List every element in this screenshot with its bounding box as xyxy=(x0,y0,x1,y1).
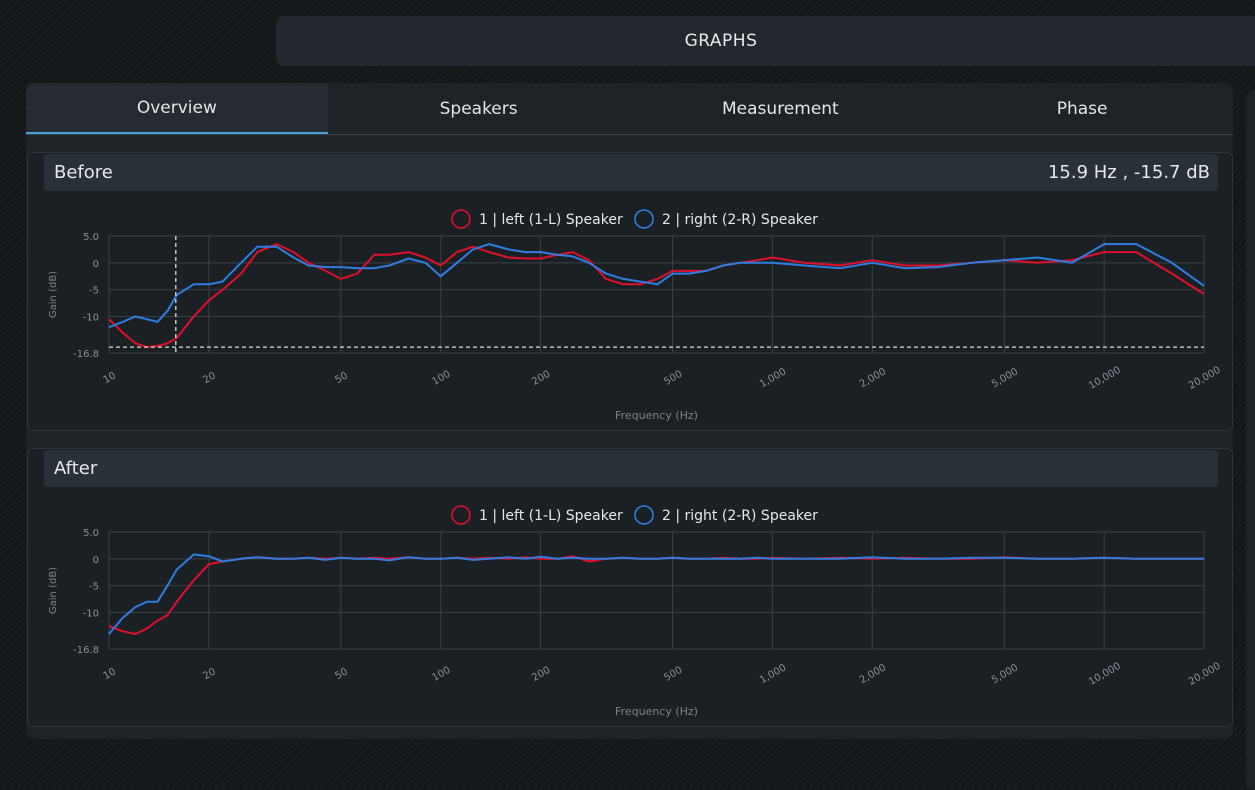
panel-title: After xyxy=(54,458,98,479)
x-tick-label: 500 xyxy=(662,665,684,684)
series-line xyxy=(108,555,1204,635)
series-line xyxy=(108,243,1205,349)
x-tick-label: 10,000 xyxy=(1087,661,1123,688)
x-tick-label: 10 xyxy=(101,666,118,682)
y-tick-label: -16.8 xyxy=(73,645,99,656)
legend-label: 1 | left (1-L) Speaker xyxy=(479,212,623,228)
x-tick-label: 2,000 xyxy=(858,366,888,390)
x-tick-label: 5,000 xyxy=(990,366,1020,390)
x-tick-label: 5,000 xyxy=(990,662,1020,686)
legend-label: 2 | right (2-R) Speaker xyxy=(662,212,818,228)
tab-bar: Overview Speakers Measurement Phase xyxy=(26,83,1233,135)
x-tick-label: 200 xyxy=(530,369,552,388)
x-tick-label: 100 xyxy=(430,369,452,388)
y-tick-label: 0 xyxy=(93,555,99,566)
x-axis-label: Frequency (Hz) xyxy=(615,409,698,422)
x-tick-label: 1,000 xyxy=(758,662,788,686)
tab[interactable]: Speakers xyxy=(439,98,518,119)
main-panel: Overview Speakers Measurement Phase Befo… xyxy=(26,83,1233,739)
x-tick-label: 200 xyxy=(530,665,552,684)
y-axis-label: Gain (dB) xyxy=(48,271,59,318)
y-tick-label: -10 xyxy=(83,313,99,324)
x-tick-label: 20,000 xyxy=(1187,365,1223,392)
panel-title-bar: Before 15.9 Hz , -15.7 dB xyxy=(44,154,1218,191)
x-tick-label: 500 xyxy=(662,369,684,388)
y-tick-label: -16.8 xyxy=(73,349,99,360)
x-tick-label: 100 xyxy=(430,665,452,684)
y-tick-label: -5 xyxy=(89,582,99,593)
tab[interactable]: Phase xyxy=(1056,98,1108,119)
panel-title: Before xyxy=(54,162,113,183)
x-tick-label: 10,000 xyxy=(1087,365,1123,392)
tab[interactable]: Measurement xyxy=(722,98,839,119)
chart-panel: Before 15.9 Hz , -15.7 dB 1 | left (1-L)… xyxy=(27,152,1233,431)
series-line xyxy=(108,243,1205,329)
x-tick-label: 20 xyxy=(201,370,218,386)
x-tick-label: 20,000 xyxy=(1187,661,1223,688)
x-tick-label: 10 xyxy=(101,370,118,386)
x-tick-label: 50 xyxy=(333,370,350,386)
legend-swatch xyxy=(451,505,471,525)
legend-swatch xyxy=(634,505,654,525)
chart: 1 | left (1-L) Speaker 2 | right (2-R) Sp… xyxy=(48,209,1223,422)
header: GRAPHS xyxy=(276,16,1255,66)
series-line xyxy=(108,553,1204,635)
side-panel xyxy=(1246,90,1255,790)
x-axis-label: Frequency (Hz) xyxy=(615,705,698,718)
tab[interactable]: Overview xyxy=(26,83,328,134)
panel-title-bar: After xyxy=(44,450,1218,487)
y-tick-label: -10 xyxy=(83,609,99,620)
header-title: GRAPHS xyxy=(684,31,758,51)
legend-swatch xyxy=(451,209,471,229)
x-tick-label: 1,000 xyxy=(758,366,788,390)
legend-label: 2 | right (2-R) Speaker xyxy=(662,508,818,524)
x-tick-label: 50 xyxy=(333,666,350,682)
cursor-readout: 15.9 Hz , -15.7 dB xyxy=(1047,162,1210,183)
legend-swatch xyxy=(634,209,654,229)
y-tick-label: 5.0 xyxy=(83,528,99,539)
x-tick-label: 20 xyxy=(201,666,218,682)
y-axis-label: Gain (dB) xyxy=(48,567,59,614)
chart: 1 | left (1-L) Speaker 2 | right (2-R) Sp… xyxy=(48,505,1223,718)
legend-label: 1 | left (1-L) Speaker xyxy=(479,508,623,524)
x-tick-label: 2,000 xyxy=(858,662,888,686)
y-tick-label: 0 xyxy=(93,259,99,270)
chart-panel: After 1 | left (1-L) Speaker 2 | right (2… xyxy=(27,448,1233,727)
y-tick-label: 5.0 xyxy=(83,232,99,243)
y-tick-label: -5 xyxy=(89,286,99,297)
